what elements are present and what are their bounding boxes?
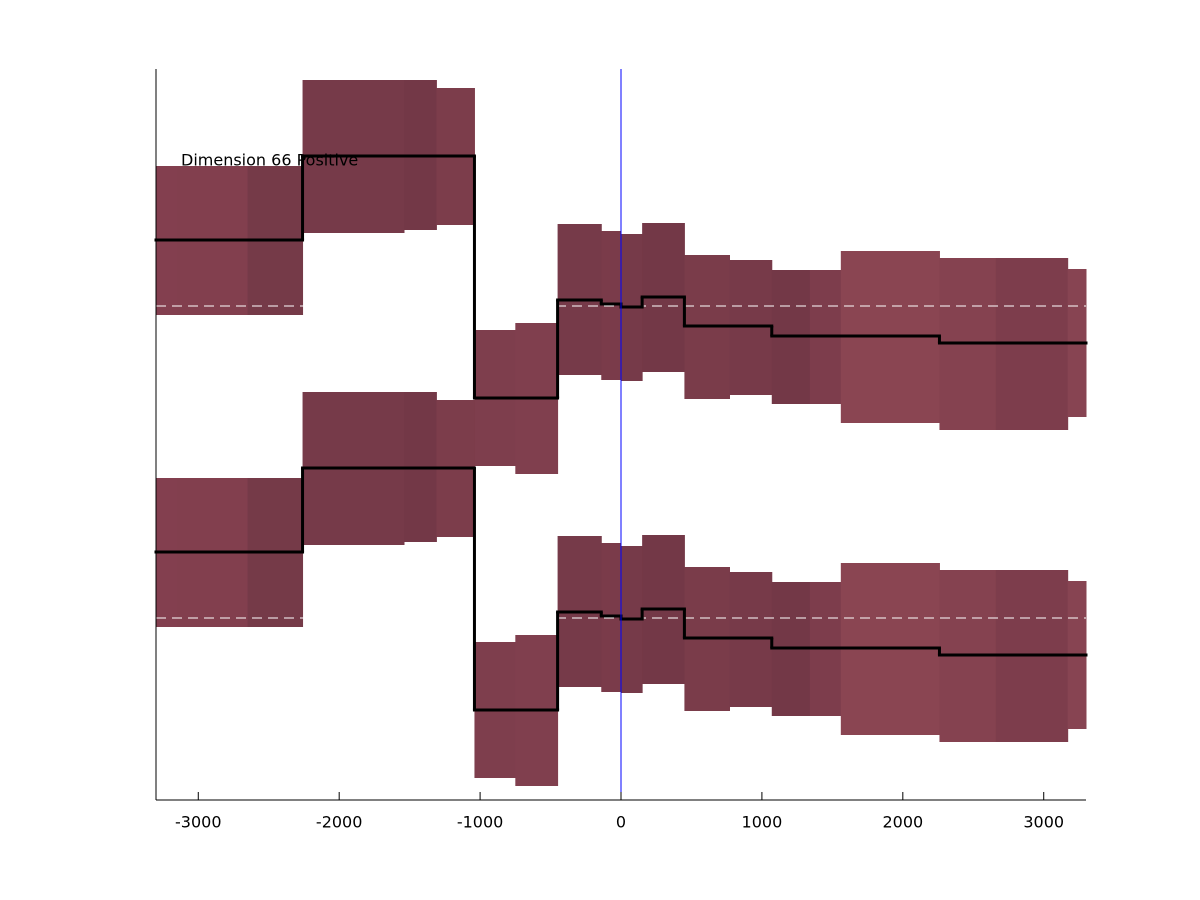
x-tick-label: -1000 [457, 813, 504, 832]
x-tick-label: 3000 [1023, 813, 1064, 832]
x-tick-label: -3000 [175, 813, 222, 832]
x-tick-label: -2000 [316, 813, 363, 832]
x-tick-label: 2000 [882, 813, 923, 832]
annotation: Dimension 66 Positive [181, 151, 358, 170]
x-tick-label: 1000 [742, 813, 783, 832]
x-tick-label: 0 [616, 813, 626, 832]
